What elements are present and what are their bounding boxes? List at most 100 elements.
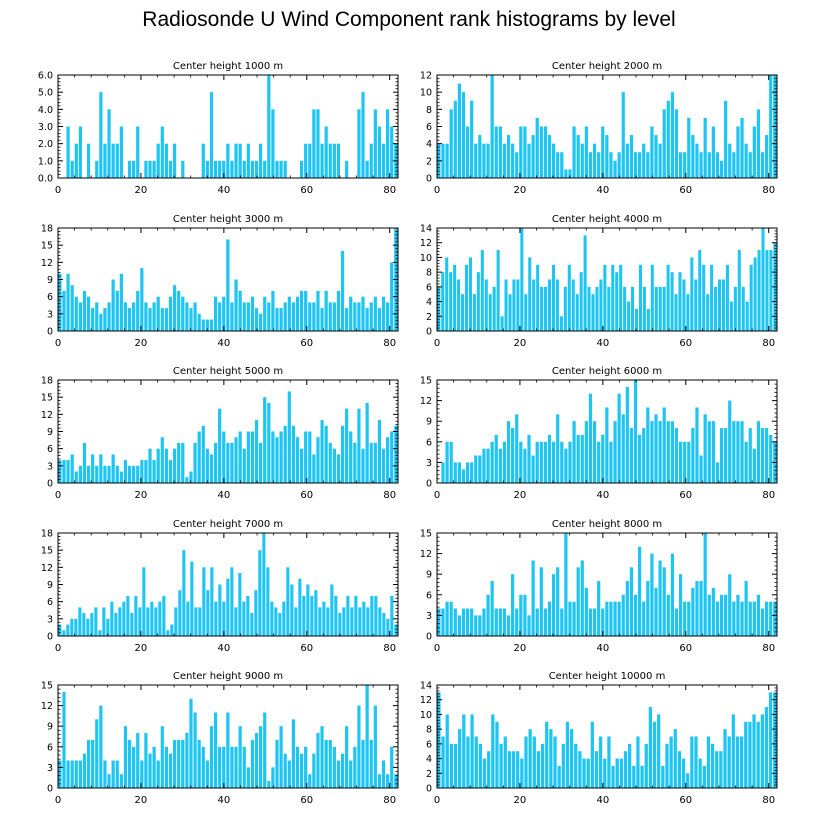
histogram-bar — [760, 428, 765, 483]
histogram-bar — [378, 607, 382, 636]
histogram-panel-9: Center height 9000 m 0 20 40 60 80 0 3 6 9 12 15 — [41, 671, 399, 806]
histogram-bar — [213, 160, 218, 178]
histogram-bar — [271, 290, 275, 331]
histogram-bar — [490, 441, 494, 483]
panel-title: Center height 3000 m — [173, 214, 283, 225]
x-tick-label: 80 — [383, 338, 396, 349]
histogram-bar — [498, 448, 502, 483]
histogram-bar — [773, 692, 777, 788]
histogram-bar — [453, 100, 457, 178]
histogram-bar — [437, 692, 441, 788]
histogram-bar — [698, 250, 702, 331]
histogram-bar — [470, 462, 474, 483]
histogram-bar — [519, 594, 523, 636]
histogram-bar — [579, 272, 583, 331]
histogram-bar — [370, 595, 374, 636]
histogram-bar — [706, 736, 711, 788]
histogram-bar — [66, 760, 70, 788]
histogram-bar — [695, 407, 699, 483]
histogram-bar — [527, 434, 531, 483]
histogram-bar — [209, 454, 214, 483]
histogram-bar — [213, 296, 218, 331]
histogram-bar — [605, 407, 609, 483]
histogram-bar — [197, 313, 201, 331]
histogram-bar — [230, 746, 234, 788]
histogram-bar — [156, 448, 160, 483]
histogram-bar — [536, 751, 541, 788]
histogram-bar — [250, 296, 255, 331]
histogram-bar — [580, 143, 584, 178]
histogram-bar — [287, 391, 291, 483]
histogram-bar — [127, 739, 132, 788]
histogram-bar — [724, 428, 728, 483]
histogram-bar — [723, 729, 727, 788]
histogram-bar — [177, 442, 181, 483]
y-tick-label: 6 — [47, 742, 53, 753]
histogram-bar — [328, 302, 332, 331]
histogram-bar — [189, 698, 193, 788]
histogram-bar — [150, 601, 154, 636]
histogram-bar — [226, 143, 230, 178]
histogram-bar — [732, 601, 736, 636]
histogram-bar — [539, 441, 543, 483]
histogram-bar — [531, 135, 535, 178]
histogram-bar — [567, 264, 571, 331]
histogram-bar — [298, 578, 302, 636]
histogram-bar — [115, 290, 119, 331]
histogram-bar — [605, 601, 609, 636]
y-tick-label: 6 — [47, 444, 53, 455]
histogram-bar — [354, 595, 358, 636]
histogram-bar — [66, 624, 70, 636]
histogram-bar — [205, 760, 209, 788]
histogram-bar — [369, 442, 373, 483]
histogram-bar — [662, 567, 666, 636]
histogram-bar — [148, 448, 152, 483]
histogram-bar — [345, 308, 349, 331]
histogram-bar — [122, 601, 126, 636]
histogram-bar — [605, 135, 609, 178]
histogram-bar — [611, 765, 615, 788]
histogram-bar — [91, 739, 95, 788]
histogram-bar — [107, 109, 111, 178]
histogram-bar — [86, 465, 91, 483]
histogram-bar — [727, 736, 731, 788]
histogram-bar — [222, 601, 226, 636]
histogram-bar — [246, 302, 250, 331]
histogram-bar — [209, 92, 214, 178]
histogram-bar — [320, 420, 324, 483]
histogram-bar — [58, 760, 62, 788]
histogram-bar — [632, 765, 636, 788]
histogram-bar — [390, 262, 394, 331]
histogram-bar — [571, 279, 575, 331]
histogram-bar — [482, 758, 487, 788]
histogram-bar — [160, 308, 164, 331]
histogram-bar — [316, 437, 320, 483]
y-tick-label: 0 — [47, 327, 53, 338]
histogram-bar — [99, 313, 103, 331]
histogram-bar — [650, 264, 654, 331]
histogram-bar — [369, 143, 373, 178]
histogram-bar — [437, 286, 441, 331]
histogram-bar — [523, 126, 527, 178]
histogram-bar — [588, 393, 593, 483]
histogram-bar — [516, 751, 520, 788]
histogram-bar — [441, 272, 445, 331]
histogram-bar — [279, 308, 283, 331]
histogram-bar — [721, 279, 725, 331]
histogram-bar — [617, 152, 621, 178]
histogram-bar — [382, 613, 386, 636]
histogram-bar — [615, 758, 619, 788]
histogram-bar — [349, 296, 353, 331]
histogram-bar — [381, 760, 386, 788]
histogram-bar — [677, 751, 682, 788]
histogram-bar — [728, 143, 732, 178]
histogram-bar — [226, 239, 230, 331]
histogram-bar — [540, 743, 545, 788]
histogram-bar — [702, 264, 706, 331]
histogram-bar — [160, 437, 164, 483]
histogram-bar — [553, 736, 557, 788]
histogram-bar — [736, 421, 740, 483]
histogram-bar — [472, 294, 476, 331]
y-tick-label: 9 — [47, 722, 53, 733]
histogram-bar — [250, 431, 255, 483]
